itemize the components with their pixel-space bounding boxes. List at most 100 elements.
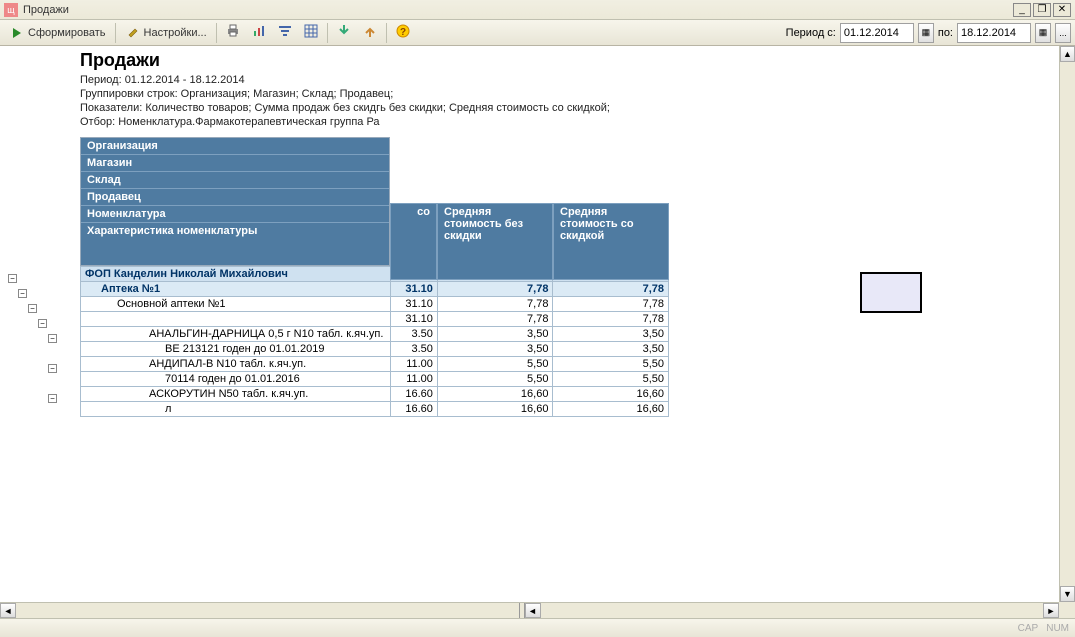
report-body: Продажи Период: 01.12.2014 - 18.12.2014 …: [80, 46, 1075, 602]
chart-icon: [251, 23, 267, 42]
cell-value: 31.10: [390, 282, 437, 297]
cell-value: 31.10: [390, 297, 437, 312]
report-groups: Группировки строк: Организация; Магазин;…: [80, 87, 1075, 101]
cell-name: АСКОРУТИН N50 табл. к.яч.уп.: [81, 387, 391, 402]
cell-value: 3.50: [390, 342, 437, 357]
tree-toggle[interactable]: −: [48, 364, 57, 373]
scroll-corner: [1059, 602, 1075, 618]
settings-label: Настройки...: [144, 27, 207, 39]
cell-value: 5,50: [437, 357, 553, 372]
date-to-input[interactable]: [957, 23, 1031, 43]
separator: [115, 23, 116, 43]
tree-toggle[interactable]: −: [18, 289, 27, 298]
tree-toggle[interactable]: −: [28, 304, 37, 313]
separator: [327, 23, 328, 43]
wrench-icon: [125, 25, 141, 41]
floating-selection-box[interactable]: [860, 272, 922, 313]
expand-icon: [336, 23, 352, 42]
column-header: Средняя стоимость без скидки: [437, 203, 553, 280]
table-row[interactable]: 31.107,787,78: [81, 312, 669, 327]
table-row[interactable]: Аптека №131.107,787,78: [81, 282, 669, 297]
svg-text:?: ?: [400, 27, 406, 38]
cell-value: 3,50: [437, 327, 553, 342]
cell-value: 3.50: [390, 327, 437, 342]
cell-value: 31.10: [390, 312, 437, 327]
tree-toggle[interactable]: −: [38, 319, 47, 328]
table-button[interactable]: [299, 22, 323, 44]
form-button[interactable]: Сформировать: [4, 22, 111, 44]
column-header: Средняя стоимость со скидкой: [553, 203, 669, 280]
settings-button[interactable]: Настройки...: [120, 22, 212, 44]
column-header-partial: со: [390, 203, 437, 280]
vertical-scrollbar[interactable]: ▲ ▼: [1059, 46, 1075, 602]
minimize-button[interactable]: _: [1013, 3, 1031, 17]
cell-value: 3,50: [553, 327, 669, 342]
play-icon: [9, 25, 25, 41]
outline-gutter: − − − − − − −: [0, 46, 80, 602]
scroll-up-button[interactable]: ▲: [1060, 46, 1075, 62]
header-row: Номенклатура: [81, 206, 389, 223]
form-label: Сформировать: [28, 27, 106, 39]
printer-icon: [225, 23, 241, 42]
filter-icon: [277, 23, 293, 42]
table-row[interactable]: л16.6016,6016,60: [81, 402, 669, 417]
help-button[interactable]: ?: [391, 22, 415, 44]
table-row[interactable]: АСКОРУТИН N50 табл. к.яч.уп.16.6016,6016…: [81, 387, 669, 402]
period-dialog-button[interactable]: ...: [1055, 23, 1071, 43]
date-to-picker[interactable]: ▦: [1035, 23, 1051, 43]
grid-icon: [303, 23, 319, 42]
close-button[interactable]: ✕: [1053, 3, 1071, 17]
header-row: Характеристика номенклатуры: [81, 223, 389, 265]
period-controls: Период с: ▦ по: ▦ ...: [786, 23, 1071, 43]
cell-name: 70114 годен до 01.01.2016: [81, 372, 391, 387]
cell-value: 7,78: [437, 282, 553, 297]
statusbar: CAP NUM: [0, 618, 1075, 637]
horizontal-scrollbar[interactable]: ◄ ◄ ►: [0, 602, 1059, 618]
chart-button[interactable]: [247, 22, 271, 44]
report-title: Продажи: [80, 50, 1075, 71]
maximize-button[interactable]: ❐: [1033, 3, 1051, 17]
table-row[interactable]: АНАЛЬГИН-ДАРНИЦА 0,5 г N10 табл. к.яч.уп…: [81, 327, 669, 342]
cell-value: 7,78: [553, 312, 669, 327]
separator: [216, 23, 217, 43]
scroll-left-button-2[interactable]: ◄: [525, 603, 541, 618]
date-from-picker[interactable]: ▦: [918, 23, 934, 43]
print-button[interactable]: [221, 22, 245, 44]
cell-name: ВЕ 213121 годен до 01.01.2019: [81, 342, 391, 357]
report-period: Период: 01.12.2014 - 18.12.2014: [80, 73, 1075, 87]
separator: [386, 23, 387, 43]
date-from-input[interactable]: [840, 23, 914, 43]
row-group-headers: Организация Магазин Склад Продавец Номен…: [80, 137, 390, 266]
header-row: Организация: [81, 138, 389, 155]
cell-value: 16.60: [390, 402, 437, 417]
table-row[interactable]: ВЕ 213121 годен до 01.01.20193.503,503,5…: [81, 342, 669, 357]
table-row[interactable]: 70114 годен до 01.01.201611.005,505,50: [81, 372, 669, 387]
table-row[interactable]: АНДИПАЛ-В N10 табл. к.яч.уп.11.005,505,5…: [81, 357, 669, 372]
period-from-label: Период с:: [786, 27, 836, 39]
cell-value: 16,60: [553, 402, 669, 417]
cell-value: 5,50: [437, 372, 553, 387]
report-indicators: Показатели: Количество товаров; Сумма пр…: [80, 101, 1075, 115]
header-row: Продавец: [81, 189, 389, 206]
data-table: ФОП Канделин Николай Михайлович31.107,78…: [80, 266, 669, 417]
collapse-icon: [362, 23, 378, 42]
cell-value: 16,60: [437, 387, 553, 402]
table-row[interactable]: Основной аптеки №131.107,787,78: [81, 297, 669, 312]
scroll-down-button[interactable]: ▼: [1060, 586, 1075, 602]
cap-indicator: CAP: [1018, 623, 1039, 634]
report-area: − − − − − − − Продажи Период: 01.12.2014…: [0, 46, 1075, 602]
help-icon: ?: [395, 23, 411, 42]
cell-value: 16,60: [553, 387, 669, 402]
tree-toggle[interactable]: −: [48, 394, 57, 403]
cell-name: л: [81, 402, 391, 417]
cell-value: 16.60: [390, 387, 437, 402]
cell-value: 7,78: [437, 297, 553, 312]
tree-toggle[interactable]: −: [8, 274, 17, 283]
expand-button[interactable]: [332, 22, 356, 44]
report-filter: Отбор: Номенклатура.Фармакотерапевтическ…: [80, 115, 1075, 129]
collapse-button[interactable]: [358, 22, 382, 44]
tree-toggle[interactable]: −: [48, 334, 57, 343]
filter-button[interactable]: [273, 22, 297, 44]
scroll-left-button[interactable]: ◄: [0, 603, 16, 618]
scroll-right-button[interactable]: ►: [1043, 603, 1059, 618]
